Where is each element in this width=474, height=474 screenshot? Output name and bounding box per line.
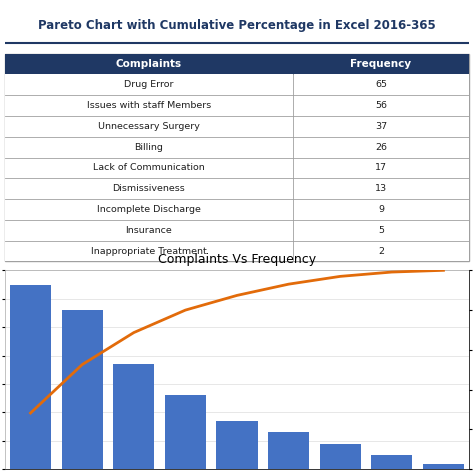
Text: Insurance: Insurance: [125, 226, 172, 235]
Bar: [216, 421, 258, 469]
Bar: [5, 220, 469, 241]
Text: 13: 13: [375, 184, 387, 193]
Text: Frequency: Frequency: [350, 59, 411, 69]
Bar: [319, 444, 361, 469]
Bar: [5, 157, 469, 178]
Text: Unnecessary Surgery: Unnecessary Surgery: [98, 122, 200, 131]
Text: 5: 5: [378, 226, 384, 235]
Bar: [62, 310, 103, 469]
Bar: [165, 395, 206, 469]
Bar: [371, 455, 412, 469]
Bar: [5, 95, 469, 116]
Text: Billing: Billing: [134, 143, 163, 152]
Bar: [423, 464, 464, 469]
Bar: [268, 432, 309, 469]
Text: Complaints: Complaints: [116, 59, 182, 69]
Bar: [5, 199, 469, 220]
Text: 9: 9: [378, 205, 384, 214]
Bar: [5, 116, 469, 137]
Title: Complaints Vs Frequency: Complaints Vs Frequency: [158, 254, 316, 266]
Bar: [5, 137, 469, 157]
Text: 17: 17: [375, 164, 387, 173]
Bar: [293, 54, 469, 74]
Text: 26: 26: [375, 143, 387, 152]
Text: 56: 56: [375, 101, 387, 110]
Text: Pareto Chart with Cumulative Percentage in Excel 2016-365: Pareto Chart with Cumulative Percentage …: [38, 19, 436, 32]
Text: Incomplete Discharge: Incomplete Discharge: [97, 205, 201, 214]
Text: Inappropriate Treatment: Inappropriate Treatment: [91, 246, 207, 255]
Bar: [10, 284, 51, 469]
Text: 65: 65: [375, 81, 387, 90]
Bar: [5, 74, 469, 95]
Text: 2: 2: [378, 246, 384, 255]
Bar: [113, 364, 155, 469]
Text: Issues with staff Members: Issues with staff Members: [87, 101, 211, 110]
Text: Dismissiveness: Dismissiveness: [112, 184, 185, 193]
Bar: [5, 178, 469, 199]
Text: Drug Error: Drug Error: [124, 81, 173, 90]
Bar: [5, 54, 293, 74]
Text: Lack of Communication: Lack of Communication: [93, 164, 205, 173]
Text: 37: 37: [375, 122, 387, 131]
Bar: [5, 241, 469, 262]
